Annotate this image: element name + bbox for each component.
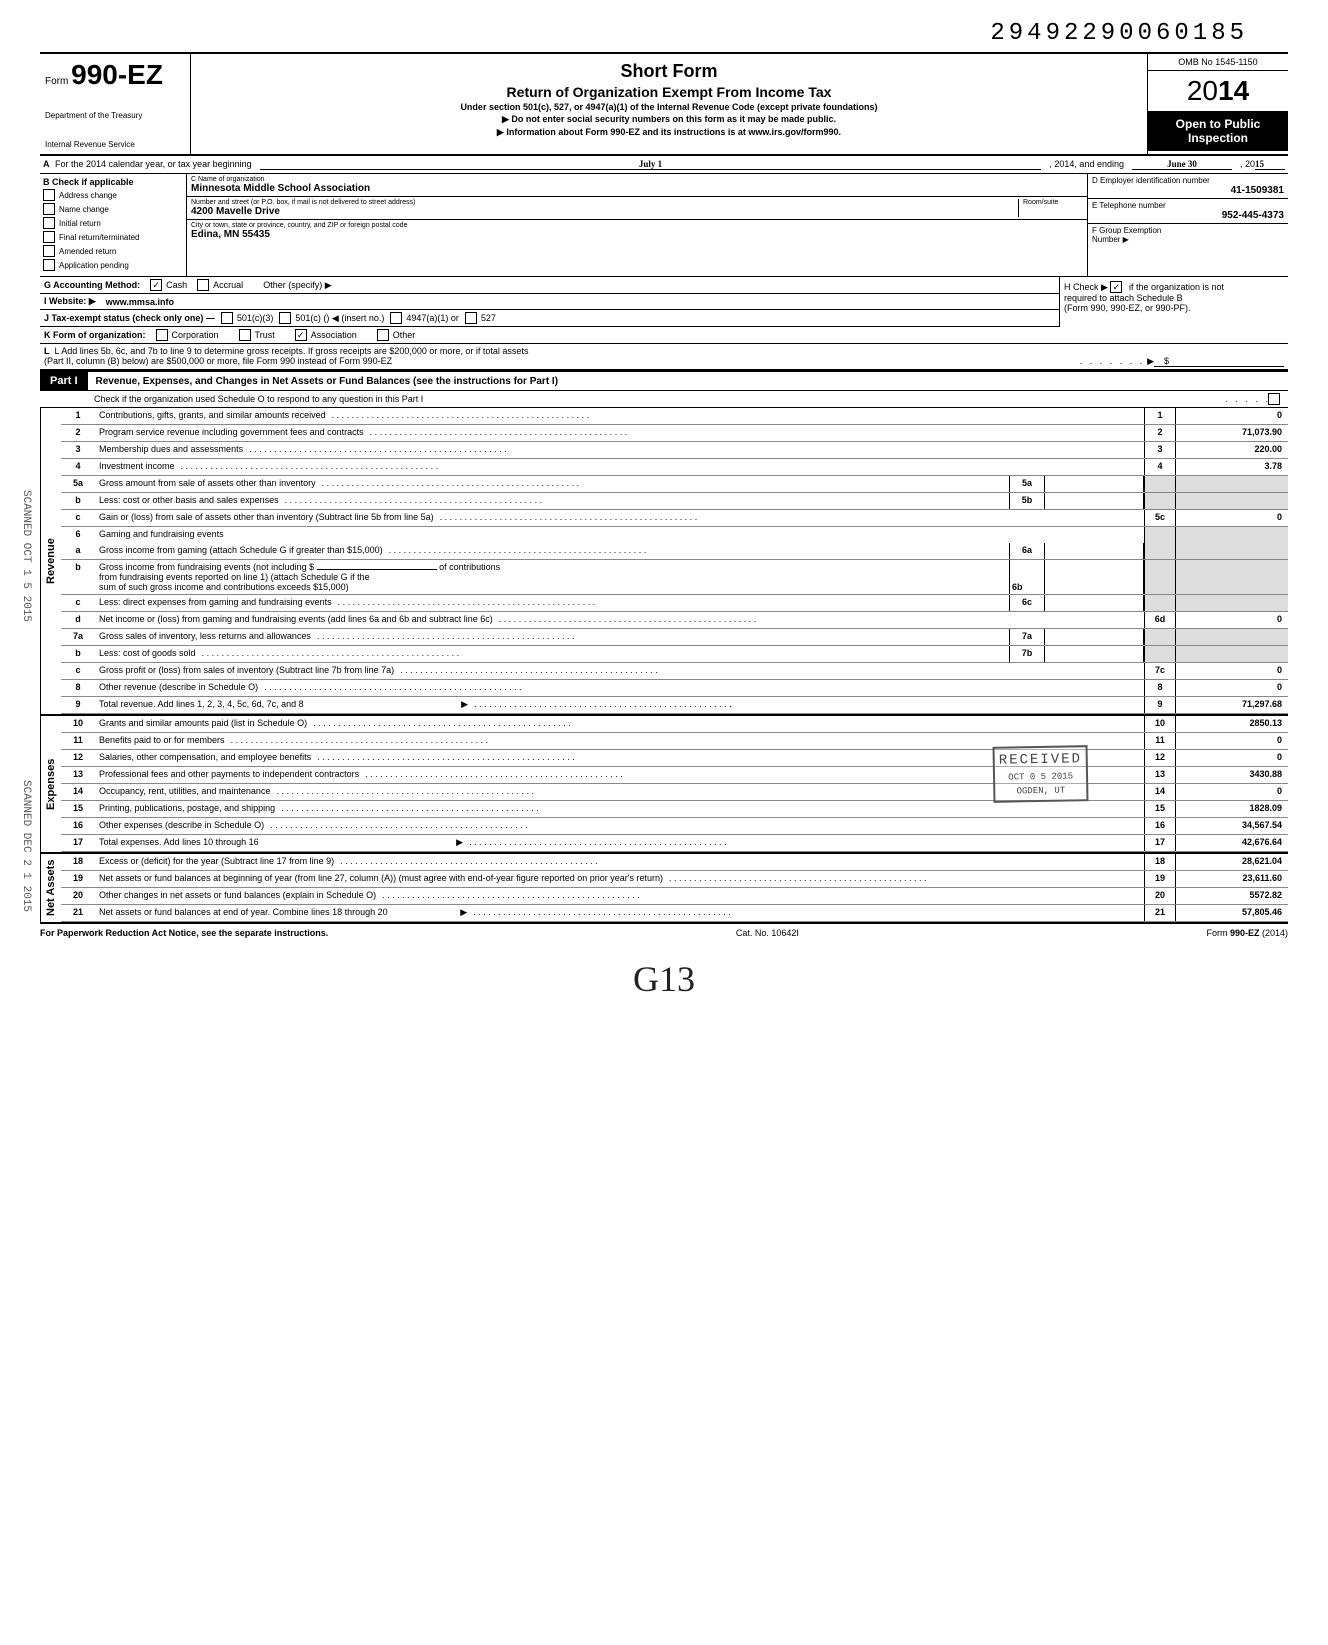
chk-accrual[interactable] [197,279,209,291]
line16-value: 34,567.54 [1176,818,1288,834]
net-assets-section: Net Assets 18Excess or (deficit) for the… [40,854,1288,924]
line21-value: 57,805.46 [1176,905,1288,921]
line9-value: 71,297.68 [1176,697,1288,713]
line-l: L L Add lines 5b, 6c, and 7b to line 9 t… [40,344,1288,370]
chk-final[interactable] [43,231,55,243]
omb-number: OMB No 1545-1150 [1148,54,1288,71]
line11-value: 0 [1176,733,1288,749]
top-scan-number: 29492290060185 [40,20,1288,47]
chk-initial[interactable] [43,217,55,229]
ein-value: 41-1509381 [1092,185,1284,196]
org-name: Minnesota Middle School Association [191,183,1083,194]
section-h: H Check ▶ ✓ if the organization is not r… [1059,277,1288,327]
title-short-form: Short Form [201,61,1137,82]
line19-value: 23,611.60 [1176,871,1288,887]
chk-pending[interactable] [43,259,55,271]
form-prefix: Form [45,76,68,87]
revenue-label: Revenue [40,408,61,714]
line13-value: 3430.88 [1176,767,1288,783]
chk-amended[interactable] [43,245,55,257]
org-city: Edina, MN 55435 [191,229,1083,240]
name-label: C Name of organization [191,176,1083,183]
note-info: ▶ Information about Form 990-EZ and its … [201,127,1137,138]
expenses-section: Expenses 10Grants and similar amounts pa… [40,716,1288,854]
phone-value: 952-445-4373 [1092,210,1284,221]
group-exempt-label2: Number ▶ [1092,235,1284,244]
chk-4947[interactable] [390,312,402,324]
line12-value: 0 [1176,750,1288,766]
expenses-label: Expenses [40,716,61,852]
ein-label: D Employer identification number [1092,176,1284,185]
part-1-check-o: Check if the organization used Schedule … [40,391,1288,408]
section-bcd: B Check if applicable Address change Nam… [40,174,1288,277]
dept-treasury: Department of the Treasury [45,111,185,120]
tax-year-end-yr: 15 [1255,159,1285,170]
group-exempt-label: F Group Exemption [1092,226,1284,235]
line10-value: 2850.13 [1176,716,1288,732]
part-1-header: Part I Revenue, Expenses, and Changes in… [40,370,1288,391]
line-k: K Form of organization: Corporation Trus… [40,327,1288,344]
handwritten-mark: G13 [40,958,1288,1000]
line1-value: 0 [1176,408,1288,424]
line-g: G Accounting Method: ✓Cash Accrual Other… [40,277,1059,294]
open-to-public: Open to Public Inspection [1148,111,1288,151]
website: www.mmsa.info [106,297,174,307]
title-return: Return of Organization Exempt From Incom… [201,84,1137,100]
line2-value: 71,073.90 [1176,425,1288,441]
line18-value: 28,621.04 [1176,854,1288,870]
net-assets-label: Net Assets [40,854,61,922]
chk-address[interactable] [43,189,55,201]
line8-value: 0 [1176,680,1288,696]
page-footer: For Paperwork Reduction Act Notice, see … [40,924,1288,938]
chk-527[interactable] [465,312,477,324]
chk-corp[interactable] [156,329,168,341]
line3-value: 220.00 [1176,442,1288,458]
chk-other-org[interactable] [377,329,389,341]
chk-h[interactable]: ✓ [1110,281,1122,293]
phone-label: E Telephone number [1092,201,1284,210]
org-street: 4200 Mavelle Drive [191,206,1018,217]
form-number: 990-EZ [71,59,163,90]
chk-cash[interactable]: ✓ [150,279,162,291]
tax-year-begin: July 1 [260,159,1042,170]
line5c-value: 0 [1176,510,1288,526]
under-section: Under section 501(c), 527, or 4947(a)(1)… [201,102,1137,112]
chk-501c3[interactable] [221,312,233,324]
city-label: City or town, state or province, country… [191,222,1083,229]
line7c-value: 0 [1176,663,1288,679]
scanned-stamp-2: SCANNED DEC 2 1 2015 [20,780,32,912]
line20-value: 5572.82 [1176,888,1288,904]
line14-value: 0 [1176,784,1288,800]
note-ssn: ▶ Do not enter social security numbers o… [201,114,1137,125]
chk-assoc[interactable]: ✓ [295,329,307,341]
scanned-stamp-1: SCANNED OCT 1 5 2015 [20,490,32,622]
col-b-header: B Check if applicable [43,177,183,187]
line17-value: 42,676.64 [1176,835,1288,851]
line4-value: 3.78 [1176,459,1288,475]
chk-trust[interactable] [239,329,251,341]
chk-name[interactable] [43,203,55,215]
street-label: Number and street (or P.O. box, if mail … [191,199,1018,206]
tax-year-end: June 30 [1132,159,1232,170]
chk-501c[interactable] [279,312,291,324]
tax-year: 2014 [1148,71,1288,111]
revenue-section: Revenue 1Contributions, gifts, grants, a… [40,408,1288,716]
line-j: J Tax-exempt status (check only one) — 5… [40,310,1059,327]
line6d-value: 0 [1176,612,1288,628]
chk-schedule-o[interactable] [1268,393,1280,405]
row-a-tax-year: A For the 2014 calendar year, or tax yea… [40,156,1288,174]
line15-value: 1828.09 [1176,801,1288,817]
room-label: Room/suite [1023,199,1083,206]
line-i: I Website: ▶ www.mmsa.info [40,294,1059,310]
form-header: Form 990-EZ Department of the Treasury I… [40,52,1288,156]
dept-irs: Internal Revenue Service [45,140,185,149]
received-stamp: RECEIVED OCT 0 5 2015 OGDEN, UT [992,745,1088,803]
